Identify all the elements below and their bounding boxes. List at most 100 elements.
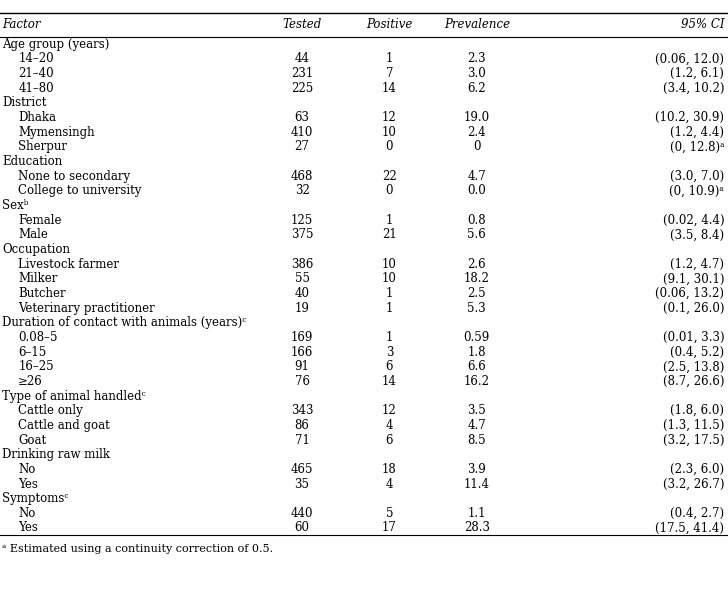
Text: 465: 465 (291, 463, 313, 476)
Text: (3.2, 17.5): (3.2, 17.5) (663, 434, 724, 447)
Text: 86: 86 (295, 419, 309, 432)
Text: 6: 6 (386, 361, 393, 374)
Text: 375: 375 (291, 228, 313, 241)
Text: (0.06, 13.2): (0.06, 13.2) (655, 287, 724, 300)
Text: 440: 440 (291, 507, 313, 520)
Text: Veterinary practitioner: Veterinary practitioner (18, 301, 155, 314)
Text: 18: 18 (382, 463, 397, 476)
Text: (0.01, 3.3): (0.01, 3.3) (662, 331, 724, 344)
Text: 22: 22 (382, 170, 397, 183)
Text: 40: 40 (295, 287, 309, 300)
Text: Occupation: Occupation (2, 243, 70, 256)
Text: Sherpur: Sherpur (18, 141, 67, 154)
Text: 5.6: 5.6 (467, 228, 486, 241)
Text: Prevalence: Prevalence (444, 18, 510, 31)
Text: 2.6: 2.6 (467, 258, 486, 271)
Text: (17.5, 41.4): (17.5, 41.4) (655, 521, 724, 534)
Text: 63: 63 (295, 111, 309, 124)
Text: 386: 386 (291, 258, 313, 271)
Text: 166: 166 (291, 346, 313, 359)
Text: 2.5: 2.5 (467, 287, 486, 300)
Text: 343: 343 (291, 404, 313, 417)
Text: 19.0: 19.0 (464, 111, 490, 124)
Text: (8.7, 26.6): (8.7, 26.6) (663, 375, 724, 388)
Text: 0.0: 0.0 (467, 184, 486, 197)
Text: Education: Education (2, 155, 63, 168)
Text: Yes: Yes (18, 478, 38, 491)
Text: Factor: Factor (2, 18, 41, 31)
Text: 1: 1 (386, 287, 393, 300)
Text: 55: 55 (295, 272, 309, 285)
Text: Cattle and goat: Cattle and goat (18, 419, 110, 432)
Text: College to university: College to university (18, 184, 141, 197)
Text: 0.8: 0.8 (467, 214, 486, 227)
Text: (10.2, 30.9): (10.2, 30.9) (655, 111, 724, 124)
Text: 16.2: 16.2 (464, 375, 490, 388)
Text: 1: 1 (386, 331, 393, 344)
Text: (0.4, 2.7): (0.4, 2.7) (670, 507, 724, 520)
Text: 3.9: 3.9 (467, 463, 486, 476)
Text: (3.2, 26.7): (3.2, 26.7) (663, 478, 724, 491)
Text: 1: 1 (386, 214, 393, 227)
Text: 16–25: 16–25 (18, 361, 54, 374)
Text: 468: 468 (291, 170, 313, 183)
Text: (3.4, 10.2): (3.4, 10.2) (663, 82, 724, 95)
Text: 0: 0 (386, 184, 393, 197)
Text: 5.3: 5.3 (467, 301, 486, 314)
Text: (0, 12.8)ᵃ: (0, 12.8)ᵃ (670, 141, 724, 154)
Text: 12: 12 (382, 111, 397, 124)
Text: 231: 231 (291, 67, 313, 80)
Text: (1.8, 6.0): (1.8, 6.0) (670, 404, 724, 417)
Text: (0.06, 12.0): (0.06, 12.0) (655, 53, 724, 66)
Text: 18.2: 18.2 (464, 272, 490, 285)
Text: Positive: Positive (366, 18, 413, 31)
Text: Dhaka: Dhaka (18, 111, 56, 124)
Text: 4: 4 (386, 478, 393, 491)
Text: 0.59: 0.59 (464, 331, 490, 344)
Text: (0.4, 5.2): (0.4, 5.2) (670, 346, 724, 359)
Text: 27: 27 (295, 141, 309, 154)
Text: 14: 14 (382, 82, 397, 95)
Text: (0, 10.9)ᵃ: (0, 10.9)ᵃ (670, 184, 724, 197)
Text: 125: 125 (291, 214, 313, 227)
Text: 91: 91 (295, 361, 309, 374)
Text: 4: 4 (386, 419, 393, 432)
Text: (9.1, 30.1): (9.1, 30.1) (663, 272, 724, 285)
Text: 41–80: 41–80 (18, 82, 54, 95)
Text: 4.7: 4.7 (467, 170, 486, 183)
Text: ≥26: ≥26 (18, 375, 43, 388)
Text: 1.1: 1.1 (467, 507, 486, 520)
Text: Type of animal handledᶜ: Type of animal handledᶜ (2, 389, 146, 402)
Text: 95% CI: 95% CI (681, 18, 724, 31)
Text: Yes: Yes (18, 521, 38, 534)
Text: 225: 225 (291, 82, 313, 95)
Text: 0.08–5: 0.08–5 (18, 331, 58, 344)
Text: Symptomsᶜ: Symptomsᶜ (2, 492, 68, 505)
Text: Milker: Milker (18, 272, 58, 285)
Text: 2.3: 2.3 (467, 53, 486, 66)
Text: 10: 10 (382, 126, 397, 139)
Text: 60: 60 (295, 521, 309, 534)
Text: No: No (18, 507, 36, 520)
Text: (3.5, 8.4): (3.5, 8.4) (670, 228, 724, 241)
Text: 12: 12 (382, 404, 397, 417)
Text: (0.02, 4.4): (0.02, 4.4) (662, 214, 724, 227)
Text: Butcher: Butcher (18, 287, 66, 300)
Text: ᵃ Estimated using a continuity correction of 0.5.: ᵃ Estimated using a continuity correctio… (2, 544, 273, 554)
Text: 11.4: 11.4 (464, 478, 490, 491)
Text: 5: 5 (386, 507, 393, 520)
Text: District: District (2, 96, 47, 109)
Text: 1.8: 1.8 (467, 346, 486, 359)
Text: None to secondary: None to secondary (18, 170, 130, 183)
Text: (0.1, 26.0): (0.1, 26.0) (663, 301, 724, 314)
Text: 1: 1 (386, 301, 393, 314)
Text: Drinking raw milk: Drinking raw milk (2, 448, 110, 461)
Text: 21: 21 (382, 228, 397, 241)
Text: 32: 32 (295, 184, 309, 197)
Text: 21–40: 21–40 (18, 67, 54, 80)
Text: Sexᵇ: Sexᵇ (2, 199, 28, 212)
Text: 17: 17 (382, 521, 397, 534)
Text: Tested: Tested (282, 18, 322, 31)
Text: 2.4: 2.4 (467, 126, 486, 139)
Text: 14–20: 14–20 (18, 53, 54, 66)
